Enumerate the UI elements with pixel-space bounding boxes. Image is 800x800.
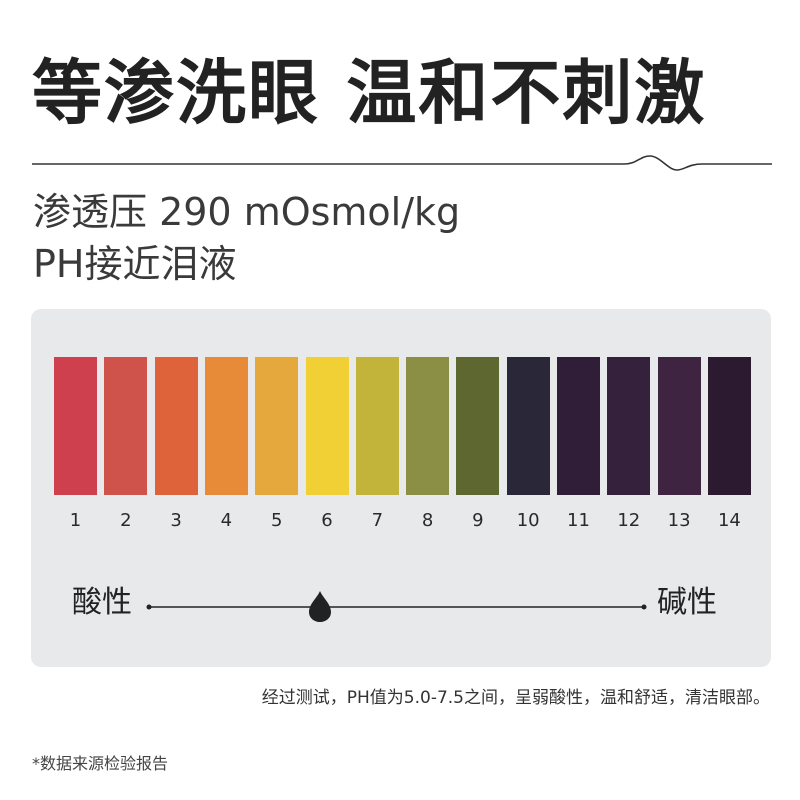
- ph-number: 3: [170, 510, 182, 531]
- ph-number: 13: [667, 510, 691, 531]
- wave-divider: [32, 155, 772, 171]
- ph-bar-1: [54, 357, 97, 495]
- ph-bar-11: [557, 357, 600, 495]
- base-label: 碱性: [657, 585, 717, 620]
- ph-bar-14: [707, 357, 751, 495]
- ph-number: 6: [321, 510, 333, 531]
- ph-number: 14: [717, 510, 741, 531]
- ph-bar-2: [104, 357, 148, 495]
- ph-number: 11: [567, 510, 590, 531]
- page-title: 等渗洗眼 温和不刺激: [32, 52, 707, 134]
- footnote: *数据来源检验报告: [32, 754, 169, 773]
- ph-number: 4: [220, 510, 233, 531]
- ph-number: 10: [516, 510, 540, 531]
- ph-number: 8: [421, 510, 434, 531]
- ph-number: 9: [472, 510, 484, 531]
- ph-number: 2: [120, 510, 132, 531]
- test-note: 经过测试，PH值为5.0-7.5之间，呈弱酸性，温和舒适，清洁眼部。: [261, 688, 770, 708]
- ph-number: 7: [371, 510, 384, 531]
- ph-bar-4: [204, 357, 248, 495]
- osmotic-pressure-text: 渗透压 290 mOsmol/kg: [33, 190, 461, 234]
- ph-number: 5: [270, 510, 283, 531]
- ph-bar-5: [255, 357, 299, 495]
- ph-bar-13: [657, 357, 701, 495]
- ph-bar-9: [456, 357, 500, 495]
- acid-label: 酸性: [72, 585, 132, 620]
- ph-bar-3: [154, 357, 198, 495]
- ph-bar-6: [305, 357, 349, 495]
- ph-bar-12: [607, 357, 651, 495]
- ph-number: 12: [617, 510, 641, 531]
- ph-number: 1: [69, 510, 82, 531]
- ph-text: PH接近泪液: [33, 242, 237, 286]
- ph-bar-8: [406, 357, 450, 495]
- ph-bar-10: [506, 357, 550, 495]
- ph-bar-7: [355, 357, 399, 495]
